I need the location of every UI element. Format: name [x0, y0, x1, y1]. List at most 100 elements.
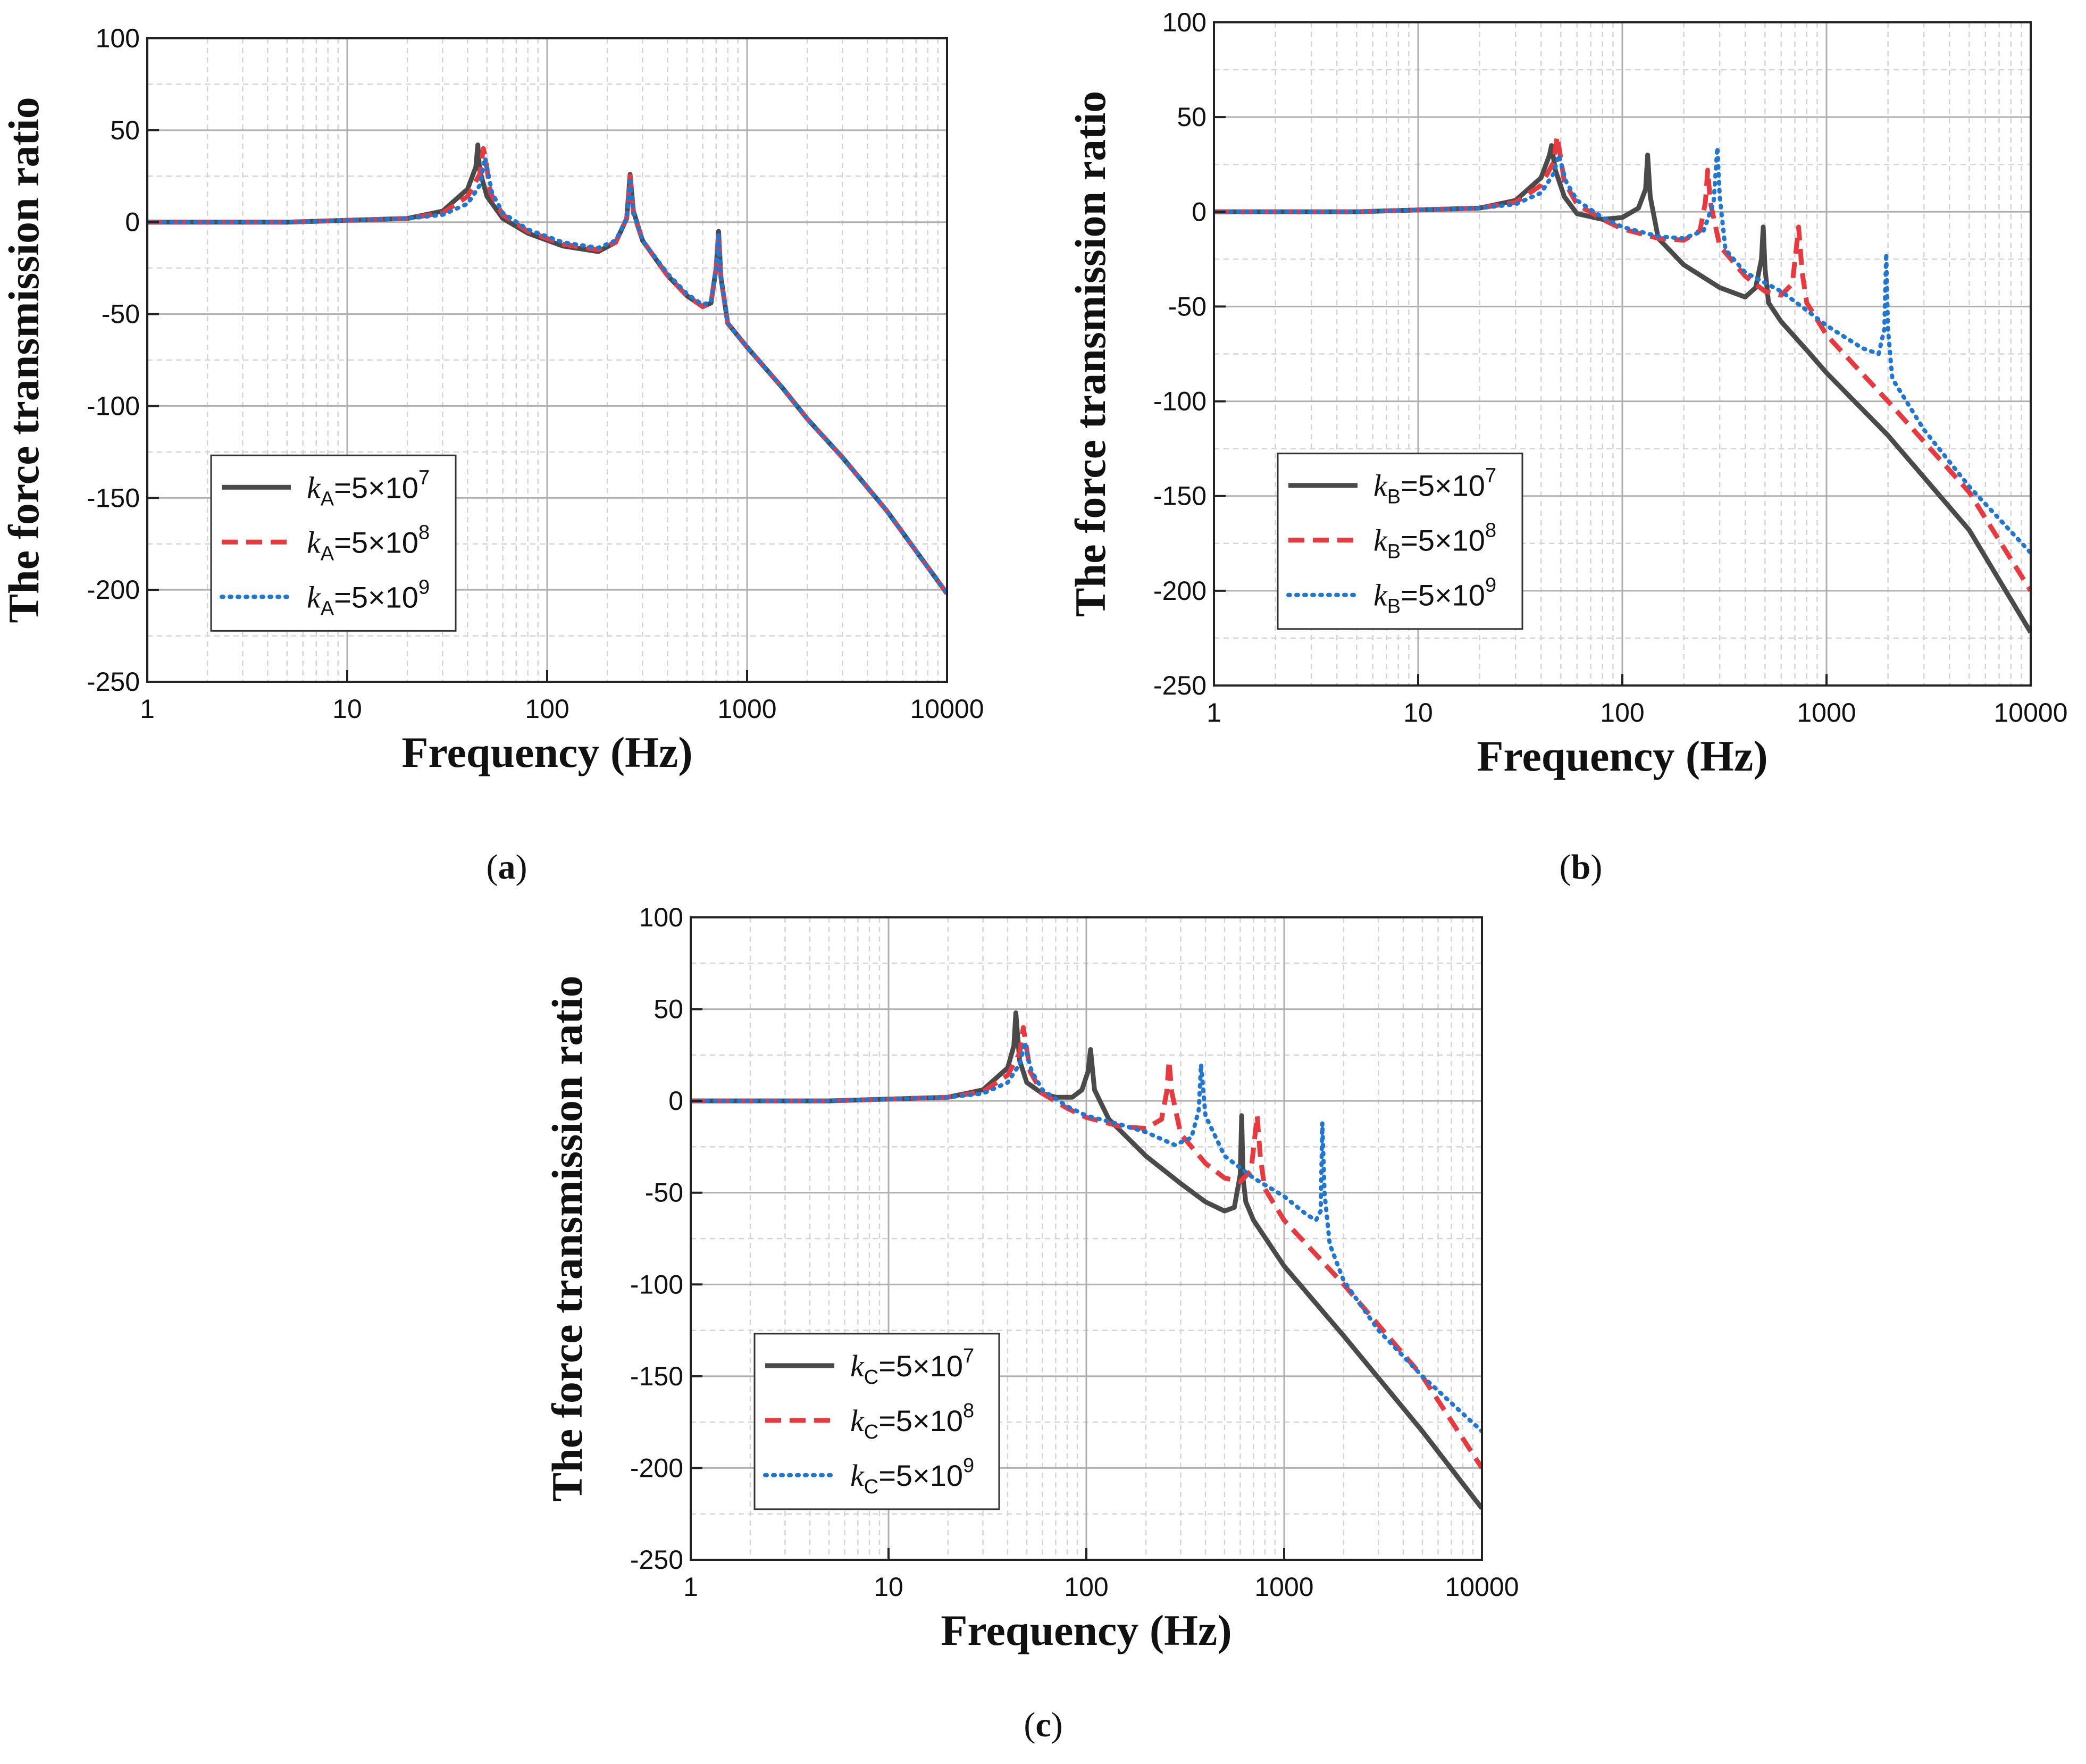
y-tick-label: -150 [87, 483, 140, 513]
legend-k: k [1373, 523, 1388, 558]
legend-entry-label: kB=5×108 [1373, 520, 1496, 563]
legend-equation: =5×10 [878, 1459, 963, 1492]
legend-entry-label: kA=5×109 [307, 576, 430, 620]
y-tick-label: -150 [1153, 481, 1207, 511]
y-tick-label: 50 [110, 115, 140, 145]
legend-exponent: 9 [963, 1454, 974, 1477]
legend-entry-label: kB=5×107 [1373, 465, 1496, 508]
y-tick-label: -200 [87, 575, 140, 605]
legend-exponent: 7 [418, 466, 430, 489]
y-tick-label: 0 [125, 207, 140, 237]
legend-subscript: C [864, 1366, 878, 1389]
legend-equation: =5×10 [1401, 469, 1485, 503]
y-axis-label: The force transmission ratio [543, 975, 591, 1501]
legend-entry-label: kA=5×108 [307, 521, 430, 565]
legend-equation: =5×10 [878, 1404, 963, 1437]
caption-close-paren: ) [1051, 1706, 1063, 1744]
caption-close-paren: ) [516, 848, 527, 887]
panel-caption: (a) [487, 848, 527, 887]
legend-subscript: B [1387, 596, 1401, 618]
legend-exponent: 8 [418, 521, 430, 544]
series-line-b-7 [1214, 143, 2031, 634]
x-tick-label: 10 [1403, 698, 1433, 728]
panel-caption: (c) [1024, 1706, 1062, 1744]
legend-equation: =5×10 [334, 471, 418, 504]
legend-subscript: B [1387, 541, 1401, 563]
x-tick-label: 1000 [717, 694, 776, 724]
legend-k: k [307, 525, 321, 559]
y-tick-label: -50 [1168, 291, 1207, 321]
legend-equation: =5×10 [334, 525, 418, 559]
x-tick-label: 10000 [910, 694, 984, 724]
caption-letter: a [498, 848, 516, 887]
legend-equation: =5×10 [878, 1349, 963, 1383]
series-line-c-7 [691, 1010, 1482, 1510]
x-tick-label: 1 [1207, 698, 1221, 728]
x-axis-label: Frequency (Hz) [401, 728, 692, 776]
legend-subscript: C [864, 1421, 878, 1443]
x-tick-label: 100 [525, 694, 569, 724]
legend-equation: =5×10 [1401, 524, 1485, 557]
caption-close-paren: ) [1590, 848, 1602, 887]
legend-equation: =5×10 [334, 580, 418, 614]
legend-entry-label: kA=5×107 [307, 466, 430, 510]
legend-k: k [307, 470, 321, 505]
legend-entry-label: kB=5×109 [1373, 574, 1496, 618]
x-tick-label: 10 [332, 694, 362, 724]
y-tick-label: -100 [87, 391, 140, 421]
legend-equation: =5×10 [1401, 579, 1485, 612]
legend-k: k [850, 1349, 865, 1383]
series-line-c-9 [691, 1040, 1482, 1434]
y-tick-label: 0 [668, 1086, 683, 1116]
y-tick-label: 100 [1162, 7, 1207, 37]
legend-subscript: A [321, 597, 334, 620]
y-tick-label: 100 [639, 902, 683, 932]
chart-panel-c: 1 10 100 1000 10000 100 50 0 -50 -100 -150 -200 -250… [543, 902, 1519, 1744]
legend-subscript: C [864, 1476, 878, 1498]
y-tick-label: -200 [630, 1453, 683, 1483]
chart-panel-a: 1 10 100 1000 10000 100 50 0 -50 -100 -150 -200 -250… [0, 23, 984, 887]
y-tick-label: 0 [1192, 197, 1207, 227]
legend-k: k [850, 1458, 865, 1493]
x-tick-label: 100 [1600, 698, 1644, 728]
y-tick-label: -100 [630, 1269, 683, 1299]
y-tick-label: -100 [1153, 387, 1207, 416]
caption-open-paren: ( [1560, 848, 1571, 887]
series-line-a-9 [147, 155, 947, 596]
y-tick-label: -150 [630, 1361, 683, 1391]
legend-k: k [1373, 578, 1388, 613]
legend-exponent: 7 [1485, 465, 1496, 487]
x-tick-label: 1000 [1797, 698, 1856, 728]
series-line-b-9 [1214, 145, 2031, 555]
y-axis-label: The force transmission ratio [0, 97, 48, 623]
y-tick-label: 100 [96, 23, 140, 53]
x-tick-label: 1 [140, 694, 155, 724]
legend-k: k [850, 1403, 865, 1438]
y-tick-label: -250 [87, 667, 140, 697]
legend-k: k [307, 580, 321, 614]
x-tick-label: 10000 [1993, 698, 2067, 728]
legend-exponent: 8 [1485, 520, 1496, 542]
series-line-c-8 [691, 1025, 1482, 1469]
legend-entry-label: kC=5×109 [850, 1454, 974, 1498]
x-tick-label: 10000 [1445, 1572, 1519, 1602]
legend-subscript: B [1387, 486, 1401, 508]
x-tick-label: 10 [874, 1572, 903, 1602]
caption-letter: c [1035, 1706, 1051, 1744]
x-tick-label: 100 [1064, 1572, 1108, 1602]
y-tick-label: -250 [630, 1545, 683, 1575]
y-tick-label: -200 [1153, 576, 1207, 606]
caption-letter: b [1571, 848, 1591, 887]
x-tick-label: 1000 [1254, 1572, 1313, 1602]
legend-exponent: 7 [963, 1345, 974, 1367]
y-tick-label: -50 [645, 1178, 683, 1208]
y-tick-label: 50 [1177, 102, 1207, 132]
legend-entry-label: kC=5×108 [850, 1400, 974, 1443]
x-axis-label: Frequency (Hz) [941, 1606, 1232, 1654]
y-tick-label: -250 [1153, 671, 1207, 700]
y-tick-label: -50 [102, 299, 140, 329]
